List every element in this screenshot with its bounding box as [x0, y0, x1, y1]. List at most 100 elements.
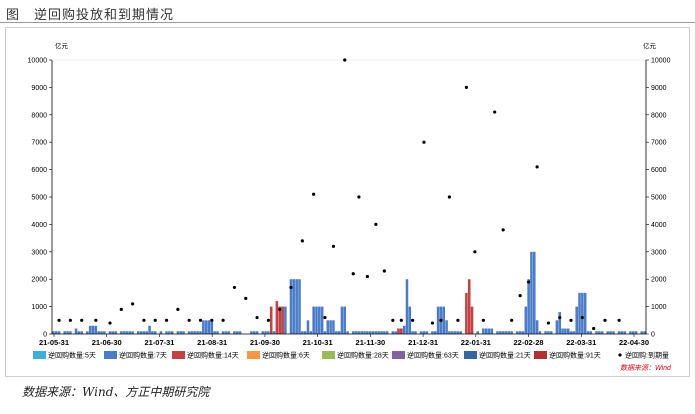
y-tick-label-left: 1000: [31, 304, 47, 311]
bar-d7: [366, 331, 369, 334]
bar-d7: [490, 328, 494, 334]
point-expiry: [481, 318, 485, 322]
bar-d7: [547, 331, 550, 334]
bar-d7: [609, 331, 612, 334]
point-expiry: [198, 318, 203, 322]
bar-d7: [187, 331, 191, 334]
y-tick-label-left: 6000: [31, 167, 47, 174]
legend-label-exp: 逆回购:到期量: [625, 351, 669, 360]
point-expiry: [422, 140, 426, 144]
point-expiry: [119, 307, 123, 311]
y-tick-label-right: 5000: [651, 195, 667, 202]
point-expiry: [374, 222, 378, 226]
bar-d7: [535, 320, 539, 334]
bar-d7: [419, 331, 423, 334]
point-expiry: [518, 294, 522, 298]
y-tick-label-right: 8000: [651, 112, 667, 119]
bar-d7: [371, 331, 375, 334]
point-expiry: [351, 272, 355, 276]
bar-d14: [281, 306, 284, 334]
bar-d7: [368, 331, 372, 334]
bar-d7: [295, 279, 298, 334]
bar-d7: [153, 331, 157, 334]
bar-d7: [383, 331, 386, 334]
bar-d7: [496, 331, 499, 334]
legend-label-d63: 逆回购数量:63天: [407, 351, 459, 360]
point-expiry: [430, 321, 435, 325]
bar-d7: [538, 331, 542, 334]
bar-d7: [74, 328, 78, 334]
bar-d7: [193, 331, 197, 334]
point-expiry: [603, 318, 607, 322]
title-divider: [0, 22, 695, 23]
bar-d7: [521, 331, 525, 334]
bar-d7: [595, 331, 598, 334]
bar-d7: [504, 331, 508, 334]
bar-d7: [354, 331, 358, 334]
bar-d7: [445, 320, 448, 334]
x-tick-label: 21-09-30: [250, 338, 280, 347]
bar-d7: [629, 331, 632, 334]
point-expiry: [546, 321, 551, 325]
point-expiry: [456, 318, 460, 322]
bar-d7: [346, 331, 349, 334]
x-tick-label: 22-03-31: [566, 338, 596, 347]
bar-d7: [168, 331, 171, 334]
x-tick-label: 21-11-30: [356, 338, 386, 347]
point-expiry: [80, 318, 84, 322]
legend-swatch-d6: [247, 351, 260, 359]
x-tick-label: 21-08-31: [197, 338, 227, 347]
point-expiry: [142, 318, 146, 322]
bar-d14: [400, 328, 403, 334]
bar-d7: [620, 331, 624, 334]
bar-d7: [148, 325, 151, 334]
bar-d7: [298, 279, 301, 334]
bar-d7: [216, 331, 219, 334]
bar-d7: [221, 331, 225, 334]
x-tick-label: 21-05-31: [39, 338, 69, 347]
bar-d7: [482, 328, 485, 334]
bar-d7: [86, 331, 89, 334]
point-expiry: [527, 280, 531, 284]
point-expiry: [357, 195, 361, 199]
y-tick-label-left: 8000: [31, 112, 47, 119]
bar-d7: [394, 331, 397, 334]
bar-d7: [165, 331, 168, 334]
legend-swatch-d7: [104, 351, 117, 359]
bar-d7: [236, 331, 239, 334]
y-tick-label-right: 4000: [651, 222, 667, 229]
bar-d14: [465, 292, 468, 334]
point-expiry: [411, 318, 415, 322]
bar-d7: [151, 331, 154, 334]
source-note: 数据来源：Wind、方正中期研究院: [22, 385, 210, 399]
legend-label-d21: 逆回购数量:21天: [479, 351, 531, 360]
bar-d7: [255, 331, 259, 334]
bar-d7: [632, 331, 635, 334]
y-tick-label-left: 3000: [31, 249, 47, 256]
point-expiry: [255, 315, 259, 320]
point-expiry: [266, 318, 270, 322]
bar-d7: [210, 320, 214, 334]
legend-label-d5: 逆回购数量:5天: [48, 351, 96, 360]
bar-d14: [278, 306, 281, 334]
legend-label-d7: 逆回购数量:7天: [119, 351, 167, 360]
bar-d7: [284, 306, 287, 334]
bar-d7: [459, 331, 463, 334]
point-expiry: [343, 58, 347, 62]
point-expiry: [210, 318, 214, 322]
point-expiry: [68, 318, 72, 322]
bar-d7: [569, 331, 573, 334]
y-tick-label-left: 9000: [31, 85, 47, 92]
bar-d7: [578, 292, 581, 334]
bar-d7: [337, 331, 341, 334]
bar-d7: [264, 331, 267, 334]
point-expiry: [580, 315, 584, 320]
bar-d7: [544, 331, 547, 334]
figure-title: 图 逆回购投放和到期情况: [6, 8, 175, 23]
bar-d7: [360, 331, 364, 334]
bar-d7: [315, 306, 318, 334]
bar-d7: [159, 331, 163, 334]
bar-d7: [402, 325, 406, 334]
bar-d7: [617, 331, 621, 334]
bar-d7: [267, 331, 270, 334]
